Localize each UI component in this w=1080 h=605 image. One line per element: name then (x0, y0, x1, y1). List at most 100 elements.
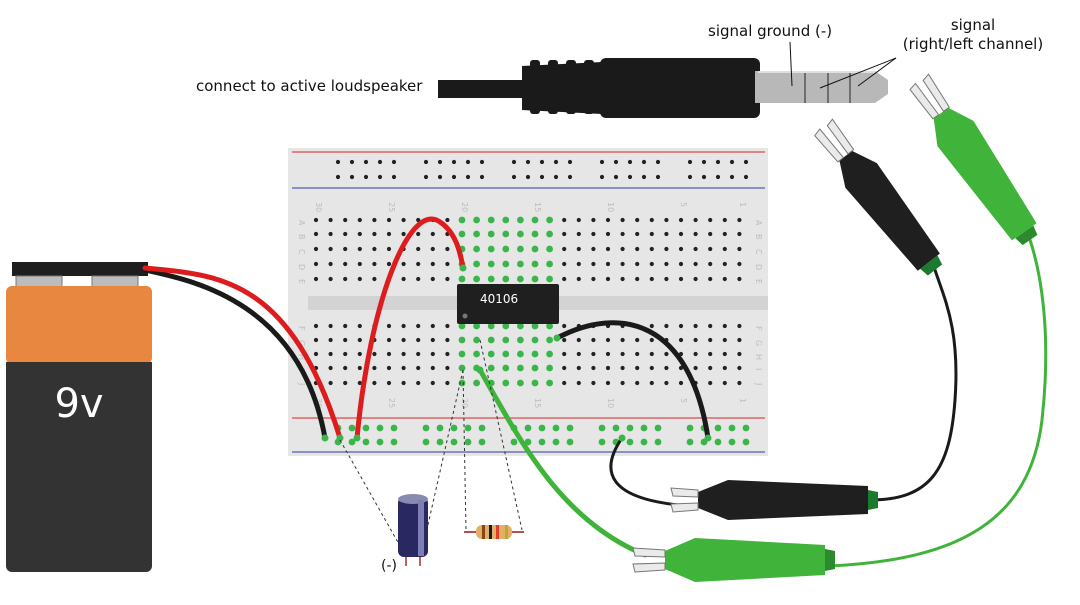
alligator-clip-icon (909, 73, 1038, 246)
breadboard-hole (517, 322, 524, 330)
wire-ends (321, 264, 712, 442)
breadboard-hole (562, 351, 567, 357)
column-number: 1 (738, 398, 747, 403)
breadboard-hole (576, 351, 581, 357)
breadboard-hole (357, 351, 362, 357)
chip-label: 40106 (480, 292, 518, 306)
breadboard-hole (401, 217, 406, 223)
breadboard-hole (450, 424, 458, 432)
breadboard-hole (626, 438, 634, 446)
breadboard-hole (722, 276, 727, 282)
breadboard-hole (473, 275, 480, 283)
row-letter: F (754, 326, 763, 331)
breadboard-hole (401, 380, 406, 386)
battery-black-lead (142, 267, 328, 441)
breadboard-hole (635, 276, 640, 282)
breadboard-hole (743, 174, 749, 180)
breadboard-hole (517, 275, 524, 283)
breadboard-hole (635, 380, 640, 386)
breadboard-hole (531, 230, 539, 238)
column-number: 10 (606, 398, 615, 408)
breadboard-hole (599, 174, 605, 180)
breadboard-hole (654, 438, 662, 446)
breadboard-hole (552, 424, 560, 432)
breadboard-hole (328, 380, 333, 386)
breadboard-hole (343, 351, 348, 357)
breadboard-hole (335, 159, 341, 165)
breadboard-hole (599, 159, 605, 165)
breadboard-hole (422, 424, 430, 432)
breadboard-hole (708, 351, 713, 357)
row-letter: D (754, 264, 763, 270)
breadboard-hole (612, 424, 620, 432)
row-letter: F (297, 326, 306, 331)
row-letter: C (754, 249, 763, 255)
breadboard-hole (567, 159, 573, 165)
audio-jack-icon (438, 41, 897, 118)
red-jumper-long (354, 216, 466, 441)
breadboard-hole (445, 380, 450, 386)
breadboard-hole (479, 159, 485, 165)
breadboard-hole (386, 231, 392, 237)
breadboard-hole (430, 261, 435, 267)
breadboard-hole (328, 323, 333, 329)
breadboard-hole (386, 365, 392, 371)
breadboard-hole (664, 217, 669, 223)
breadboard-hole (401, 276, 406, 282)
breadboard-hole (511, 159, 517, 165)
breadboard-hole (386, 337, 392, 343)
breadboard-hole (357, 380, 362, 386)
breadboard-hole (722, 380, 727, 386)
breadboard-hole (313, 246, 319, 252)
breadboard-hole (473, 230, 480, 238)
breadboard-hole (510, 438, 518, 446)
breadboard-hole (686, 424, 694, 432)
row-letter: C (297, 249, 306, 255)
breadboard-hole (377, 174, 383, 180)
column-number: 25 (387, 398, 396, 408)
row-letter: B (297, 234, 306, 240)
breadboard-hole (348, 424, 356, 432)
breadboard-hole (363, 174, 369, 180)
breadboard-hole (349, 174, 355, 180)
breadboard-hole (313, 217, 319, 223)
breadboard-hole (473, 336, 480, 344)
breadboard-hole (678, 380, 684, 386)
breadboard-hole (465, 174, 471, 180)
row-letter: B (754, 234, 763, 240)
breadboard-hole (576, 231, 581, 237)
breadboard-hole (386, 380, 392, 386)
breadboard-hole (722, 351, 727, 357)
breadboard-hole (649, 246, 654, 252)
breadboard-hole (416, 323, 421, 329)
breadboard-hole (436, 424, 444, 432)
breadboard-hole (635, 217, 640, 223)
breadboard-hole (372, 365, 377, 371)
row-letter: D (297, 264, 306, 270)
speaker-label: connect to active loudspeaker (196, 77, 423, 95)
breadboard-hole (458, 230, 466, 238)
breadboard-hole (567, 174, 573, 180)
breadboard-hole (620, 337, 625, 343)
breadboard-hole (605, 365, 611, 371)
breadboard-hole (328, 351, 333, 357)
resistor-icon (464, 525, 524, 539)
breadboard-hole (464, 424, 472, 432)
breadboard-hole (598, 438, 606, 446)
breadboard-hole (722, 323, 727, 329)
breadboard-hole (524, 424, 532, 432)
breadboard-hole (562, 323, 567, 329)
breadboard-hole (517, 379, 524, 387)
breadboard-hole (376, 438, 384, 446)
breadboard-hole (546, 275, 553, 283)
breadboard-hole (649, 380, 654, 386)
breadboard-hole (605, 231, 611, 237)
breadboard-hole (649, 217, 654, 223)
alligator-clip-icon (632, 538, 835, 582)
breadboard-hole (708, 365, 713, 371)
breadboard-hole (722, 246, 727, 252)
breadboard-hole (386, 351, 392, 357)
breadboard-hole (386, 261, 392, 267)
breadboard-hole (401, 261, 406, 267)
breadboard-hole (737, 217, 742, 223)
